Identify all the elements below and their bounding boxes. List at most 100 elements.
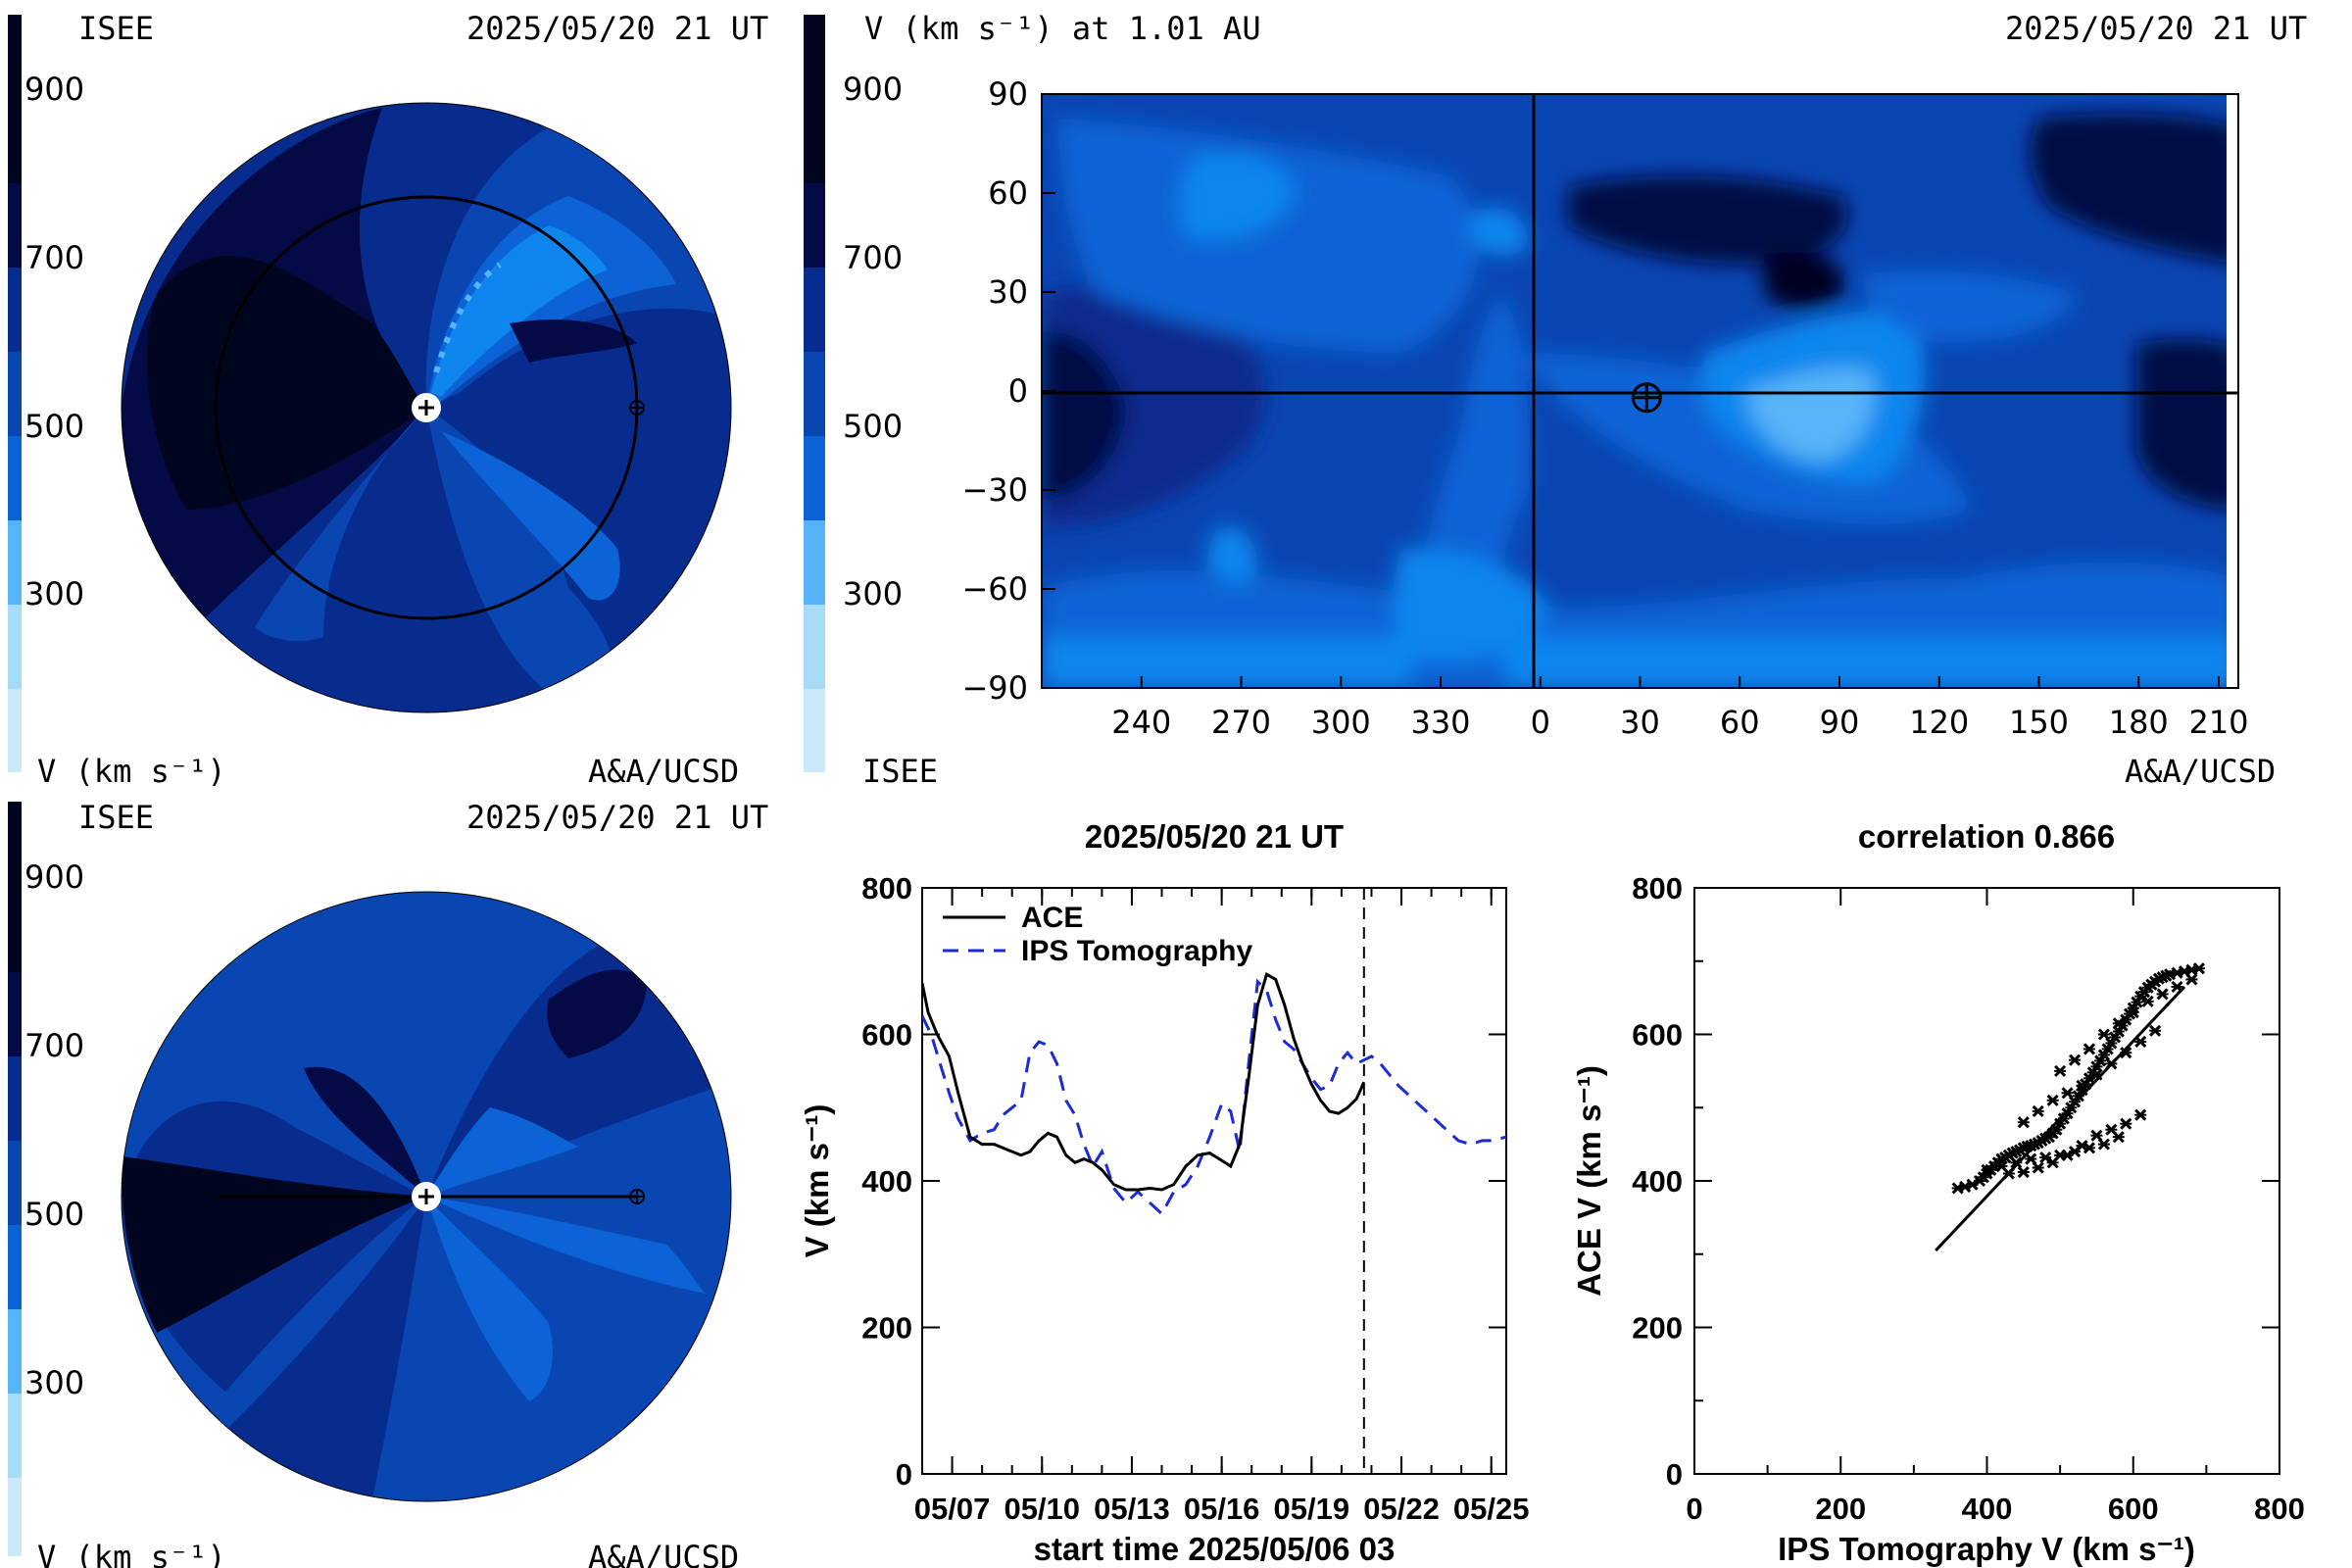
colorbar-tick-500: 500 — [843, 408, 903, 445]
map-y-tick-label: 0 — [1008, 372, 1028, 410]
colorbar-map — [804, 15, 825, 772]
colorbar-tick-900: 900 — [843, 71, 903, 108]
velocity-disk-ecliptic — [122, 103, 731, 712]
scatter-point — [2065, 1102, 2078, 1114]
map-y-tick-labels: 90 60 30 0 −30 −60 −90 — [961, 75, 1055, 707]
scatter-point — [2061, 1149, 2074, 1161]
scatter-point — [2072, 1090, 2084, 1102]
map-x-tick-label: 210 — [2188, 704, 2248, 741]
timeseries-x-tick-labels: 05/07 05/10 05/13 05/16 05/19 05/22 05/25 — [914, 1492, 1530, 1526]
scatter-point — [2032, 1161, 2044, 1174]
scatter-x-tick-labels: 0 200 400 600 800 — [1686, 1492, 2304, 1526]
ts-x-tick-label: 05/13 — [1094, 1492, 1170, 1526]
scatter-ticks — [1693, 887, 2280, 1475]
earth-marker-icon — [1631, 382, 1662, 414]
ts-x-tick-label: 05/25 — [1453, 1492, 1530, 1526]
panel-label-isee: ISEE — [862, 753, 938, 790]
disk-outline — [121, 891, 732, 1502]
colorbar-tick-300: 300 — [843, 575, 903, 612]
scatter-point — [2109, 1031, 2122, 1044]
timeseries-title: 2025/05/20 21 UT — [1085, 818, 1344, 855]
scatter-point — [2131, 996, 2143, 1008]
sc-x-tick-label: 600 — [2108, 1492, 2159, 1526]
panel-synoptic-map: 900 700 500 300 V (km s⁻¹) at 1.01 AU 20… — [804, 10, 2307, 790]
ts-x-tick-label: 05/07 — [914, 1492, 991, 1526]
ts-y-tick-label: 200 — [861, 1311, 912, 1346]
scatter-points — [1951, 962, 2205, 1195]
colorbar-tick-900: 900 — [24, 858, 84, 896]
scatter-point — [2097, 1028, 2110, 1041]
ts-x-tick-label: 05/10 — [1004, 1492, 1080, 1526]
legend-label-ace: ACE — [1021, 902, 1083, 934]
map-y-tick-label: 30 — [988, 273, 1028, 311]
scatter-point — [2054, 1064, 2067, 1077]
panel-datetime: 2025/05/20 21 UT — [2005, 10, 2307, 47]
scatter-point — [2090, 1129, 2103, 1142]
colorbar-left-bottom — [8, 802, 22, 1556]
colorbar-tick-500: 500 — [24, 1196, 84, 1233]
sc-x-tick-label: 400 — [1962, 1492, 2013, 1526]
timeseries-ylabel: V (km s⁻¹) — [799, 1104, 835, 1258]
map-x-tick-label: 60 — [1720, 704, 1760, 741]
colorbar-tick-700: 700 — [24, 1027, 84, 1064]
panel-label-isee: ISEE — [78, 10, 154, 47]
scatter-title: correlation 0.866 — [1858, 818, 2115, 855]
scatter-point — [2002, 1167, 2015, 1180]
scatter-point — [2105, 1123, 2118, 1136]
map-x-tick-label: 0 — [1531, 704, 1550, 741]
panel-meridional-view: 900 700 500 300 ISEE 2025/05/20 21 UT V … — [8, 799, 768, 1568]
map-title: V (km s⁻¹) at 1.01 AU — [864, 10, 1261, 47]
credit-label: A&A/UCSD — [588, 753, 739, 790]
map-x-tick-label: 90 — [1820, 704, 1860, 741]
scatter-point — [2156, 988, 2169, 1001]
credit-label: A&A/UCSD — [2125, 753, 2276, 790]
map-x-tick-label: 30 — [1620, 704, 1660, 741]
scatter-point — [2010, 1156, 2023, 1169]
map-x-tick-labels: 240 270 300 330 0 30 60 90 120 150 180 210 — [1111, 676, 2249, 741]
scatter-point — [2050, 1123, 2063, 1136]
panel-datetime: 2025/05/20 21 UT — [466, 10, 768, 47]
timeseries-ticks — [921, 887, 1506, 1475]
sc-y-tick-label: 200 — [1632, 1311, 1683, 1346]
map-x-tick-label: 300 — [1311, 704, 1371, 741]
scatter-point — [2046, 1156, 2059, 1169]
scatter-point — [2025, 1152, 2037, 1165]
scatter-point — [2101, 1043, 2114, 1055]
sc-x-tick-label: 800 — [2254, 1492, 2305, 1526]
colorbar-tick-300: 300 — [24, 1364, 84, 1401]
scatter-point — [2192, 962, 2205, 975]
sc-x-tick-label: 200 — [1815, 1492, 1866, 1526]
scatter-point — [2171, 980, 2183, 993]
scatter-point — [2090, 1068, 2103, 1081]
ts-y-tick-label: 600 — [861, 1018, 912, 1053]
scatter-point — [2082, 1043, 2096, 1055]
colorbar-unit-label: V (km s⁻¹) — [37, 1539, 226, 1568]
earth-marker-icon — [629, 400, 645, 416]
scatter-point — [2076, 1079, 2088, 1092]
scatter-point — [2185, 973, 2198, 986]
scatter-point — [2112, 1017, 2125, 1030]
panel-label-isee: ISEE — [78, 799, 154, 836]
map-y-tick-label: −60 — [961, 570, 1028, 608]
colorbar-tick-900: 900 — [24, 71, 84, 108]
sun-marker-icon — [412, 1182, 441, 1211]
scatter-point — [2105, 1057, 2118, 1070]
map-y-tick-label: 90 — [988, 75, 1028, 113]
synoptic-contour-field — [1042, 94, 2238, 688]
sc-y-tick-label: 800 — [1632, 871, 1683, 906]
map-x-tick-label: 240 — [1111, 704, 1171, 741]
map-y-tick-label: −30 — [961, 471, 1028, 509]
scatter-point — [2032, 1104, 2044, 1118]
sc-y-tick-label: 600 — [1632, 1018, 1683, 1053]
sc-x-tick-label: 0 — [1686, 1492, 1702, 1526]
ts-y-tick-label: 0 — [896, 1457, 912, 1492]
scatter-point — [2061, 1107, 2074, 1120]
scatter-ylabel: ACE V (km s⁻¹) — [1571, 1065, 1607, 1297]
series-ips-tomography-line — [922, 978, 1506, 1217]
timeseries-y-tick-labels: 0 200 400 600 800 — [861, 871, 912, 1492]
map-x-tick-label: 150 — [2009, 704, 2069, 741]
scatter-point — [2120, 1047, 2132, 1059]
ts-y-tick-label: 400 — [861, 1164, 912, 1199]
colorbar-tick-500: 500 — [24, 408, 84, 445]
